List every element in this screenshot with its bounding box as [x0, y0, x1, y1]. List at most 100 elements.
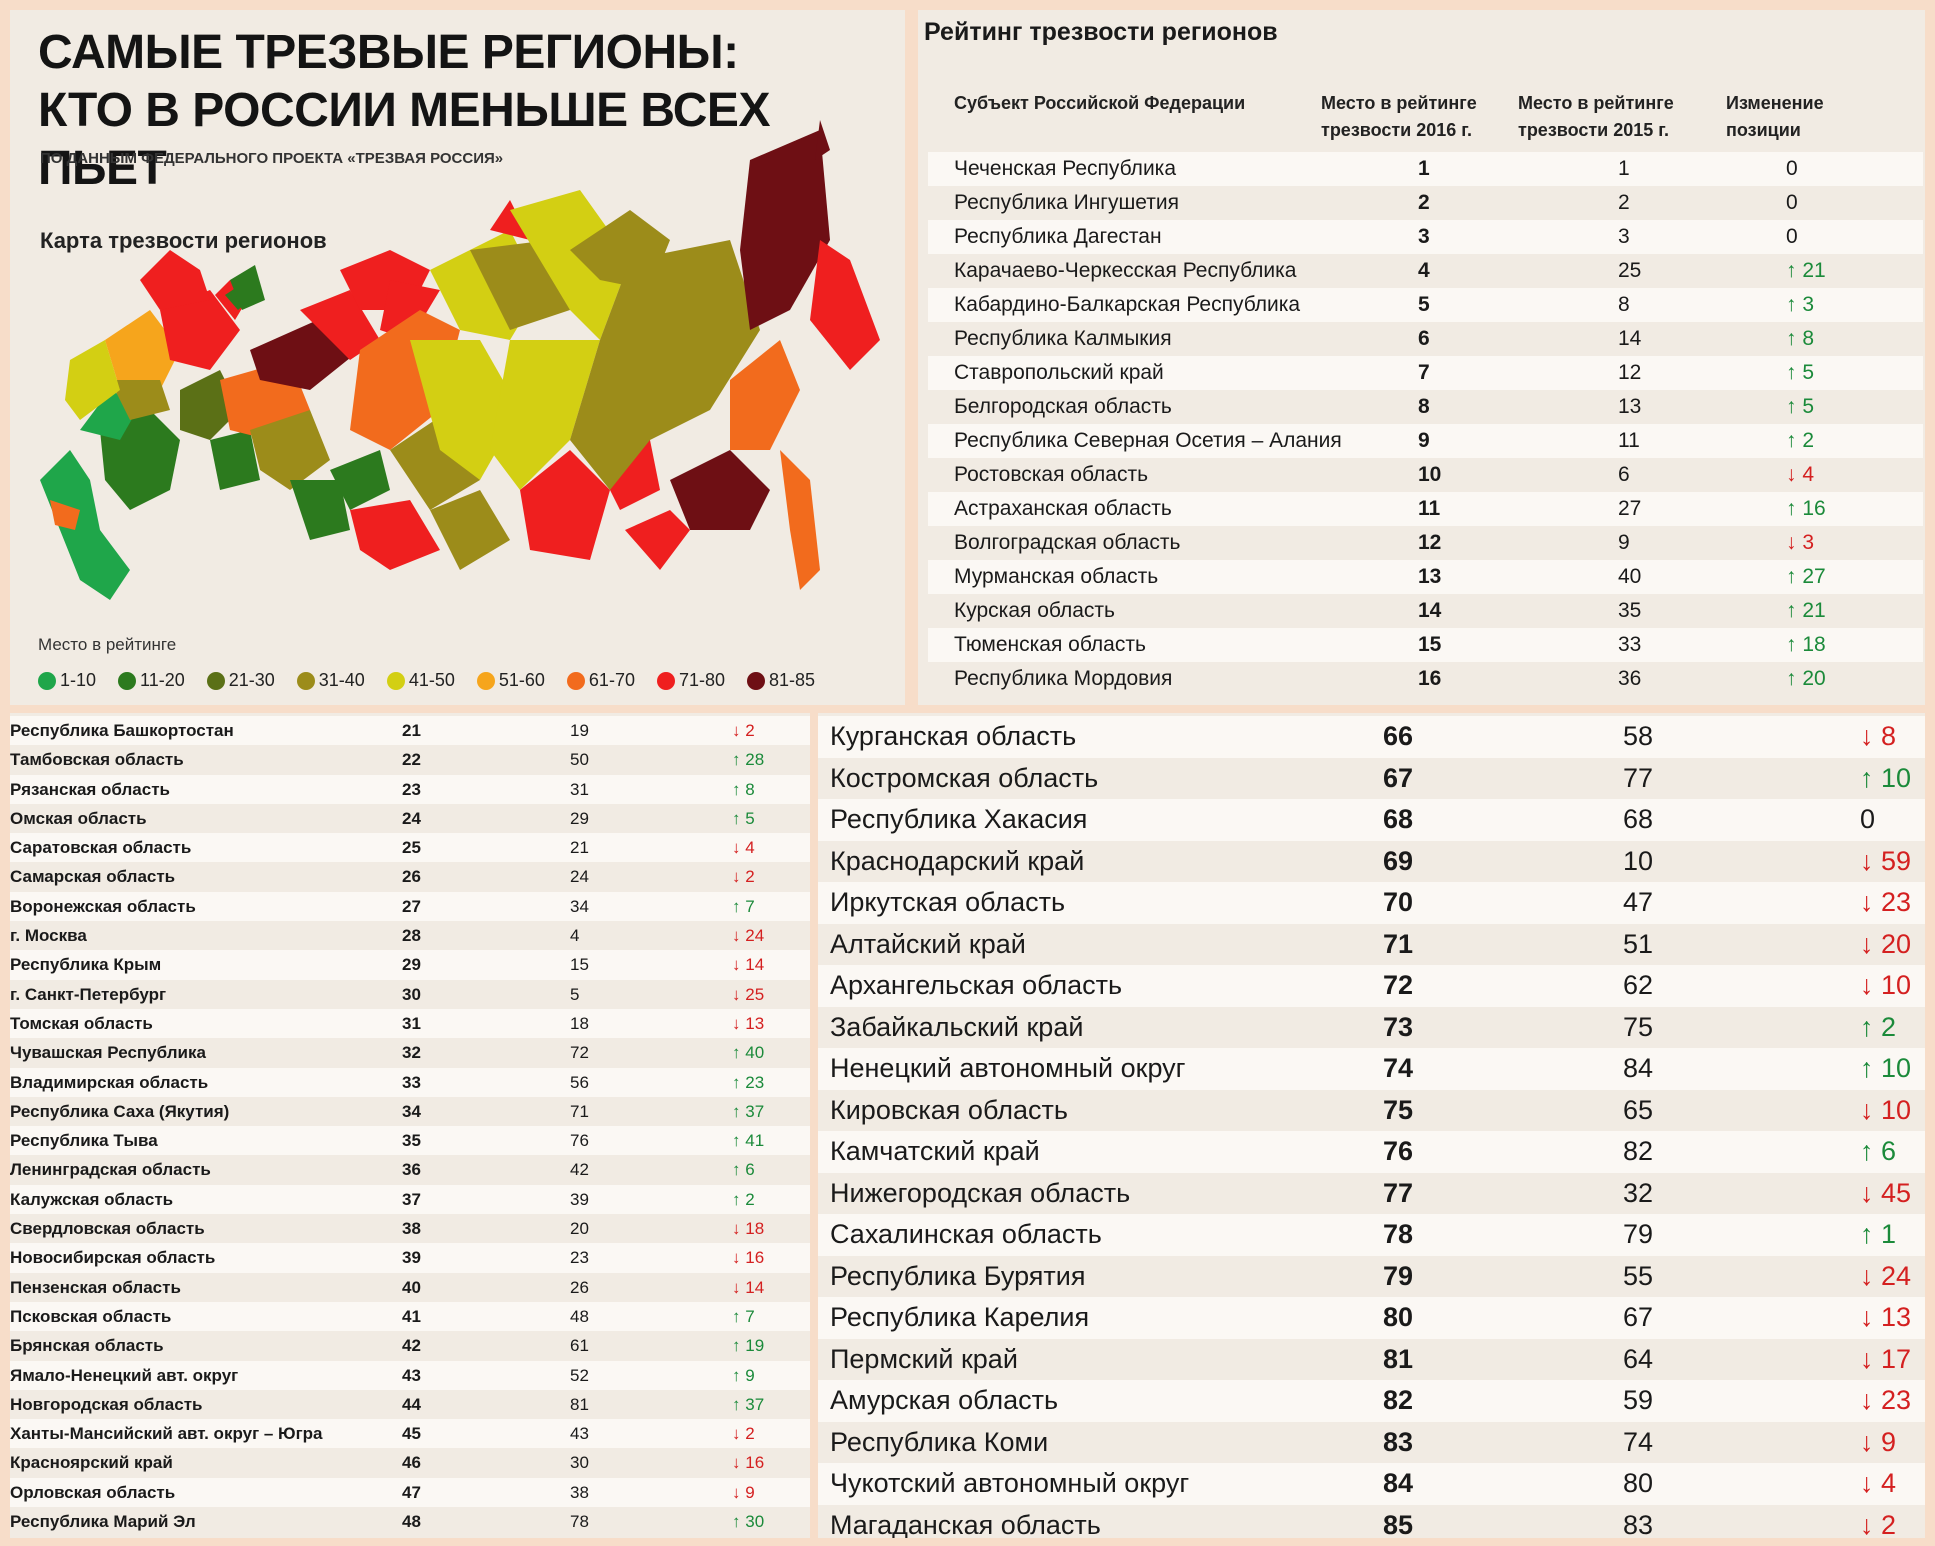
table-row: Астраханская область 11 27 ↑ 16 [928, 492, 1923, 526]
change-value: 2 [745, 721, 755, 740]
change-cell: ↓ 2 [732, 716, 755, 745]
change-value: 23 [745, 1072, 765, 1092]
map-region [570, 240, 760, 490]
table-row: Калужская область 37 39 ↑ 2 [10, 1184, 810, 1215]
map-region [110, 380, 170, 420]
legend-item: 11-20 [118, 670, 185, 691]
region-cell: Архангельская область [830, 970, 1123, 1000]
change-value: 4 [1802, 463, 1815, 486]
region-cell: Камчатский край [830, 1136, 1040, 1166]
place-2015-cell: 19 [570, 721, 589, 740]
change-cell: ↑ 27 [1786, 560, 1826, 594]
change-value: 8 [1802, 327, 1815, 350]
map-region [105, 310, 180, 390]
change-value: 7 [745, 896, 755, 916]
place-2015-cell: 80 [1623, 1468, 1654, 1498]
change-value: 20 [1881, 928, 1912, 959]
map-title: Карта трезвости регионов [40, 228, 327, 253]
place-2015-cell: 3 [1618, 225, 1630, 248]
legend-swatch-icon [118, 671, 137, 690]
place-2016-cell: 23 [402, 779, 421, 799]
region-cell: Республика Хакасия [830, 804, 1088, 834]
place-2016-cell: 31 [402, 1013, 421, 1033]
map-region [160, 290, 240, 370]
table-row: Архангельская область 72 62 ↓ 10 [818, 965, 1925, 1007]
change-cell: ↓ 16 [732, 1243, 764, 1272]
rating-title: Рейтинг трезвости регионов [924, 18, 1278, 46]
region-cell: Иркутская область [830, 887, 1066, 917]
region-cell: Калужская область [10, 1189, 174, 1209]
region-cell: Магаданская область [830, 1509, 1101, 1539]
header-region: Субъект Российской Федерации [954, 93, 1246, 113]
place-2015-cell: 27 [1618, 497, 1642, 520]
arrow-down-icon: ↓ [732, 867, 746, 887]
legend-swatch-icon [476, 671, 495, 690]
change-cell: ↑ 1 [1860, 1214, 1896, 1256]
change-value: 9 [1881, 1426, 1897, 1457]
change-cell: ↑ 37 [732, 1390, 764, 1419]
change-value: 37 [745, 1101, 765, 1121]
arrow-down-icon: ↓ [1860, 1260, 1882, 1291]
region-cell: Чеченская Республика [954, 157, 1176, 180]
place-2015-cell: 83 [1623, 1509, 1654, 1539]
change-value: 10 [1881, 970, 1912, 1000]
arrow-down-icon: ↓ [1860, 887, 1882, 917]
arrow-up-icon: ↑ [1860, 762, 1882, 793]
change-cell: ↓ 3 [1786, 526, 1814, 560]
table-row: Республика Марий Эл 48 78 ↑ 30 [10, 1507, 810, 1536]
place-2016-cell: 67 [1383, 762, 1414, 793]
change-value: 16 [1802, 497, 1826, 520]
table-row: Тамбовская область 22 50 ↑ 28 [10, 745, 810, 774]
change-value: 16 [745, 1248, 765, 1268]
arrow-down-icon: ↓ [1860, 1468, 1882, 1498]
table-row: Чукотский автономный округ 84 80 ↓ 4 [818, 1463, 1925, 1505]
place-2016-cell: 5 [1418, 293, 1430, 316]
place-2016-cell: 40 [402, 1277, 421, 1297]
place-2016-cell: 78 [1383, 1219, 1414, 1249]
table-row: г. Санкт-Петербург 30 5 ↓ 25 [10, 980, 810, 1009]
region-cell: Тамбовская область [10, 750, 184, 770]
region-cell: Воронежская область [10, 896, 196, 916]
arrow-up-icon: ↑ [732, 750, 746, 770]
change-value: 21 [1802, 599, 1826, 622]
place-2016-cell: 21 [402, 721, 421, 740]
region-cell: Кабардино-Балкарская Республика [954, 293, 1301, 316]
place-2015-cell: 11 [1618, 429, 1640, 452]
change-cell: ↑ 8 [1786, 322, 1814, 356]
arrow-down-icon: ↓ [1860, 1385, 1882, 1415]
legend-item: 71-80 [656, 670, 725, 691]
table-row: Республика Калмыкия 6 14 ↑ 8 [928, 322, 1923, 356]
place-2016-cell: 22 [402, 750, 421, 770]
change-value: 2 [1881, 1509, 1897, 1539]
place-2016-cell: 9 [1418, 429, 1430, 452]
table-row: Амурская область 82 59 ↓ 23 [818, 1380, 1925, 1422]
table-row: Забайкальский край 73 75 ↑ 2 [818, 1007, 1925, 1049]
place-2016-cell: 81 [1383, 1343, 1414, 1374]
place-2015-cell: 14 [1618, 327, 1642, 350]
change-cell: ↑ 41 [732, 1126, 764, 1155]
change-value: 25 [745, 984, 765, 1004]
region-cell: Томская область [10, 1013, 153, 1033]
change-cell: ↑ 7 [732, 892, 755, 921]
place-2015-cell: 21 [570, 838, 589, 858]
change-cell: ↑ 5 [1786, 390, 1814, 424]
map-region [490, 340, 600, 490]
change-value: 8 [745, 779, 755, 799]
russia-map [40, 120, 880, 600]
change-cell: ↑ 28 [732, 745, 764, 774]
change-cell: ↓ 14 [732, 950, 764, 979]
region-cell: Республика Ингушетия [954, 191, 1180, 214]
legend-swatch-icon [38, 671, 56, 690]
change-value: 7 [745, 1306, 755, 1326]
region-cell: Кировская область [830, 1094, 1068, 1125]
region-cell: Псковская область [10, 1306, 172, 1326]
region-cell: Курская область [954, 599, 1115, 622]
table-row: Красноярский край 46 30 ↓ 16 [10, 1448, 810, 1477]
change-cell: ↓ 2 [1860, 1505, 1896, 1539]
place-2015-cell: 4 [570, 926, 580, 946]
region-cell: г. Москва [10, 926, 87, 946]
arrow-down-icon: ↓ [732, 721, 746, 740]
change-cell: ↑ 2 [1786, 424, 1814, 458]
place-2015-cell: 36 [1618, 667, 1642, 690]
map-region [670, 450, 770, 530]
